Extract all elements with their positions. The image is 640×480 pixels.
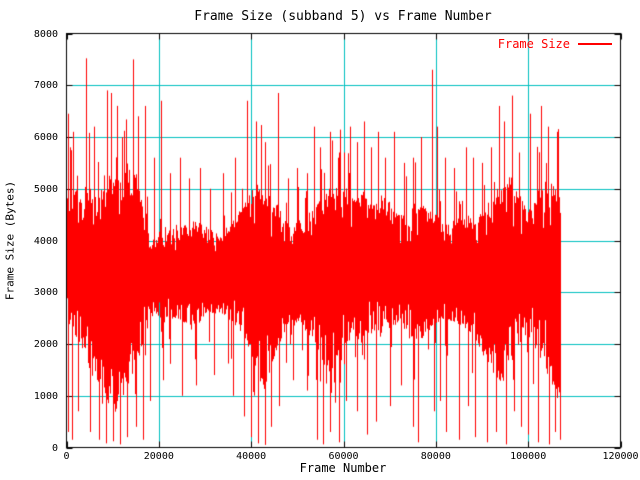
chart-title: Frame Size (subband 5) vs Frame Number: [194, 9, 492, 24]
y-tick-label: 5000: [33, 183, 58, 195]
legend-line-sample: [578, 43, 612, 45]
x-axis-label: Frame Number: [299, 461, 387, 475]
y-tick-label: 0: [51, 442, 58, 454]
x-tick-label: 0: [63, 451, 70, 462]
x-tick-label: 80000: [420, 451, 451, 462]
x-tick-label: 60000: [328, 451, 359, 462]
x-tick-label: 40000: [236, 451, 267, 462]
y-tick-label: 1000: [33, 390, 58, 402]
legend-label: Frame Size: [497, 37, 570, 51]
y-tick-label: 8000: [33, 28, 58, 40]
y-tick-label: 4000: [33, 235, 58, 247]
x-tick-label: 120000: [602, 451, 639, 462]
x-tick-label: 20000: [143, 451, 174, 462]
y-tick-label: 7000: [33, 80, 58, 92]
y-tick-label: 2000: [33, 339, 58, 350]
y-tick-label: 6000: [33, 132, 58, 143]
x-tick-label: 100000: [510, 451, 547, 462]
y-tick-label: 3000: [33, 287, 58, 299]
